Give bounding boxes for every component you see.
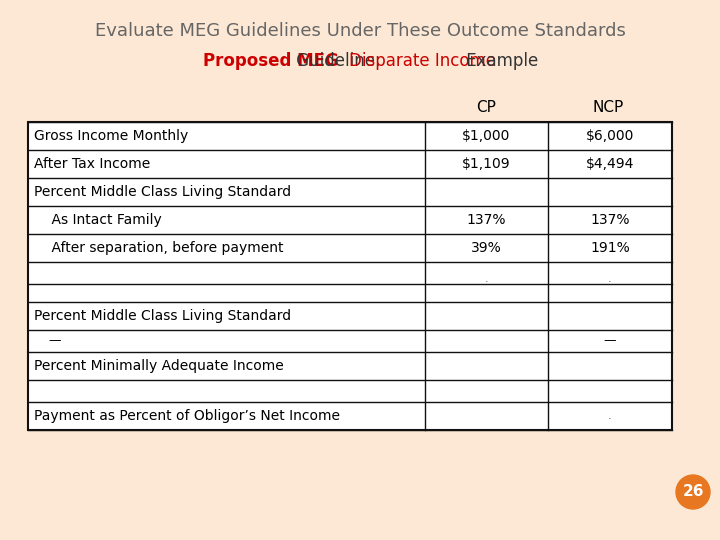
Text: 191%: 191% [590, 241, 630, 255]
Text: —: — [48, 334, 60, 348]
Text: Gross Income Monthly: Gross Income Monthly [34, 129, 188, 143]
Text: CP: CP [476, 100, 496, 115]
Text: After Tax Income: After Tax Income [34, 157, 150, 171]
Text: Disparate Income: Disparate Income [349, 52, 496, 70]
Text: $1,109: $1,109 [462, 157, 510, 171]
Text: NCP: NCP [593, 100, 624, 115]
Text: After separation, before payment: After separation, before payment [34, 241, 284, 255]
Text: 137%: 137% [467, 213, 506, 227]
Circle shape [676, 475, 710, 509]
Text: .: . [608, 274, 612, 284]
Text: —: — [604, 334, 616, 348]
Text: $4,494: $4,494 [586, 157, 634, 171]
Text: .: . [608, 411, 612, 421]
Text: Proposed MEG: Proposed MEG [203, 52, 338, 70]
Text: Percent Middle Class Living Standard: Percent Middle Class Living Standard [34, 309, 291, 323]
Text: $6,000: $6,000 [586, 129, 634, 143]
Text: As Intact Family: As Intact Family [34, 213, 162, 227]
Text: 39%: 39% [471, 241, 502, 255]
Text: 26: 26 [683, 484, 703, 500]
Text: 137%: 137% [590, 213, 630, 227]
Text: Payment as Percent of Obligor’s Net Income: Payment as Percent of Obligor’s Net Inco… [34, 409, 340, 423]
Text: Guideline:: Guideline: [291, 52, 386, 70]
Text: Percent Minimally Adequate Income: Percent Minimally Adequate Income [34, 359, 284, 373]
Text: Evaluate MEG Guidelines Under These Outcome Standards: Evaluate MEG Guidelines Under These Outc… [94, 22, 626, 40]
Text: Percent Middle Class Living Standard: Percent Middle Class Living Standard [34, 185, 291, 199]
Bar [28, 122, 672, 430]
Text: $1,000: $1,000 [462, 129, 510, 143]
Text: .: . [485, 274, 488, 284]
Text: Example: Example [461, 52, 539, 70]
